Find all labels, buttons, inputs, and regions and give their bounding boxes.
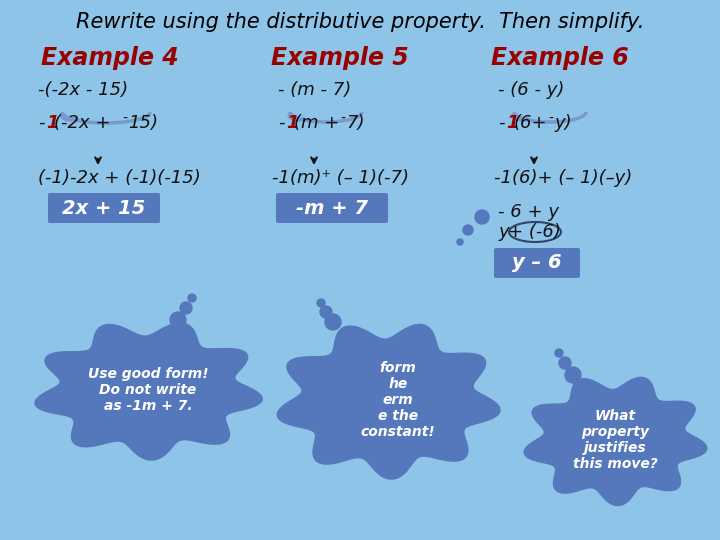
Text: 1: 1	[46, 114, 58, 132]
Text: - (6 - y): - (6 - y)	[498, 81, 564, 99]
Text: - (m - 7): - (m - 7)	[278, 81, 351, 99]
Text: (-1)-2x + (-1)(-15): (-1)-2x + (-1)(-15)	[38, 169, 201, 187]
Text: 1: 1	[506, 114, 518, 132]
Text: 15): 15)	[128, 114, 158, 132]
Text: -: -	[122, 112, 127, 126]
FancyBboxPatch shape	[494, 248, 580, 278]
Text: Rewrite using the distributive property.  Then simplify.: Rewrite using the distributive property.…	[76, 12, 644, 32]
Circle shape	[325, 314, 341, 330]
Text: -(-2x - 15): -(-2x - 15)	[38, 81, 128, 99]
Text: y: y	[498, 223, 508, 241]
Text: -: -	[498, 114, 505, 132]
Circle shape	[475, 210, 489, 224]
Text: -: -	[278, 114, 284, 132]
Polygon shape	[35, 323, 262, 460]
Text: Use good form!
Do not write
as -1m + 7.: Use good form! Do not write as -1m + 7.	[88, 367, 208, 413]
Text: -1(6)+ (– 1)(–y): -1(6)+ (– 1)(–y)	[494, 169, 632, 187]
Text: Example 5: Example 5	[271, 46, 409, 70]
Circle shape	[463, 225, 473, 235]
Text: -1(m)⁺ (– 1)(-7): -1(m)⁺ (– 1)(-7)	[272, 169, 409, 187]
Circle shape	[317, 299, 325, 307]
Text: + (-6): + (-6)	[508, 223, 561, 241]
Circle shape	[559, 357, 571, 369]
Text: 1: 1	[286, 114, 299, 132]
Circle shape	[320, 306, 332, 318]
Text: -: -	[340, 112, 345, 126]
Circle shape	[555, 349, 563, 357]
Text: y): y)	[554, 114, 572, 132]
Text: (6+: (6+	[514, 114, 548, 132]
Circle shape	[180, 302, 192, 314]
Text: - 6 + y: - 6 + y	[498, 203, 559, 221]
Text: What
property
justifies
this move?: What property justifies this move?	[572, 409, 657, 471]
Text: Example 6: Example 6	[491, 46, 629, 70]
Text: 2x + 15: 2x + 15	[63, 199, 145, 218]
Circle shape	[457, 239, 463, 245]
Text: -: -	[548, 112, 553, 126]
Polygon shape	[524, 377, 707, 505]
Text: 7): 7)	[346, 114, 364, 132]
Polygon shape	[277, 325, 500, 479]
Text: (m +: (m +	[294, 114, 345, 132]
Circle shape	[188, 294, 196, 302]
FancyBboxPatch shape	[48, 193, 160, 223]
Text: y – 6: y – 6	[512, 253, 562, 273]
Text: -m + 7: -m + 7	[296, 199, 368, 218]
Circle shape	[170, 312, 186, 328]
Text: (-2x +: (-2x +	[54, 114, 116, 132]
Text: Example 4: Example 4	[41, 46, 179, 70]
Text: form
he
erm
e the
constant!: form he erm e the constant!	[361, 361, 436, 440]
Circle shape	[565, 367, 581, 383]
Text: -: -	[38, 114, 45, 132]
FancyBboxPatch shape	[276, 193, 388, 223]
